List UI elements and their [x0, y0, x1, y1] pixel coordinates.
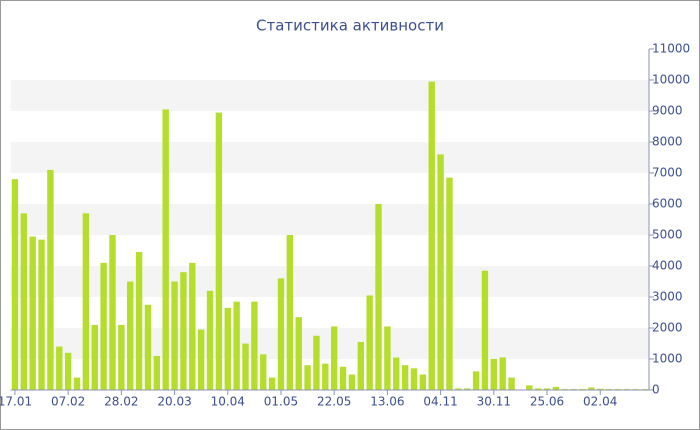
bar: [197, 329, 205, 390]
bar: [215, 112, 223, 391]
x-tick-label: 04.11: [423, 395, 457, 409]
bar: [153, 355, 161, 390]
bar: [393, 357, 400, 390]
x-tick-label: 28.02: [104, 395, 138, 409]
y-tick-label: 5000: [652, 228, 683, 242]
y-tick-label: 1000: [652, 352, 683, 366]
bar: [109, 235, 116, 390]
chart-title: Статистика активности: [256, 17, 444, 35]
bar: [455, 388, 462, 390]
y-tick-label: 4000: [652, 259, 683, 273]
bar: [180, 272, 187, 390]
bar: [251, 301, 258, 390]
bar: [135, 252, 143, 390]
bar: [339, 366, 347, 390]
x-tick-label: 01.05: [264, 395, 298, 409]
bar: [56, 346, 63, 390]
y-tick-label: 3000: [652, 290, 683, 304]
bar: [428, 81, 435, 391]
bar: [375, 204, 382, 390]
grid-band: [10, 204, 649, 235]
bar: [543, 388, 551, 390]
x-tick-label: 22.05: [317, 395, 351, 409]
x-tick-label: 02.04: [583, 395, 617, 409]
x-tick-label: 25.06: [530, 395, 564, 409]
bar: [357, 341, 364, 390]
bar: [29, 236, 36, 390]
bar: [384, 326, 391, 390]
bar: [100, 262, 107, 390]
grid-band: [10, 328, 649, 359]
bar: [499, 357, 506, 390]
grid-band: [10, 142, 649, 173]
y-tick-label: 8000: [652, 135, 683, 149]
bar: [20, 213, 27, 390]
x-tick-label: 07.02: [51, 395, 85, 409]
bar: [268, 377, 276, 390]
bar: [73, 377, 81, 390]
bar: [286, 235, 294, 390]
bar: [472, 371, 480, 390]
bar: [322, 363, 329, 390]
bar: [295, 317, 302, 390]
bar: [11, 179, 19, 390]
y-tick-label: 9000: [652, 104, 683, 118]
bar: [162, 109, 169, 390]
y-tick-label: 2000: [652, 321, 683, 335]
bar: [419, 374, 427, 390]
bar: [534, 388, 542, 390]
bar: [171, 281, 178, 390]
bar: [64, 352, 72, 390]
y-tick-label: 7000: [652, 166, 683, 180]
bar: [490, 359, 498, 390]
x-tick-label: 30.11: [477, 395, 511, 409]
bar: [481, 270, 489, 390]
bar: [526, 385, 533, 390]
bar: [348, 374, 356, 390]
bar: [38, 239, 45, 390]
y-tick-label: 0: [652, 383, 660, 397]
x-tick-label: 13.06: [370, 395, 404, 409]
bar: [260, 354, 267, 390]
bar: [224, 307, 231, 390]
bar: [597, 388, 604, 390]
bar: [277, 278, 285, 390]
x-tick-label: 20.03: [157, 395, 191, 409]
bar: [446, 177, 453, 390]
bar: [47, 169, 54, 390]
bar: [508, 377, 515, 390]
x-tick-label: 10.04: [211, 395, 245, 409]
bar: [464, 388, 471, 390]
x-tick-label: 17.01: [0, 395, 32, 409]
bar: [366, 295, 373, 390]
bar: [189, 262, 196, 390]
grid-band: [10, 266, 649, 297]
bar: [330, 326, 338, 390]
bar: [437, 154, 444, 390]
bar: [82, 213, 90, 390]
bar: [206, 290, 214, 390]
bar: [313, 335, 320, 390]
bar: [242, 343, 249, 390]
bar: [401, 365, 409, 390]
bar: [144, 304, 152, 390]
bar: [118, 324, 125, 390]
bar: [588, 387, 595, 390]
bar: [233, 301, 240, 390]
y-tick-label: 11000: [652, 42, 690, 56]
bar: [127, 281, 134, 390]
grid-band: [10, 80, 649, 111]
y-tick-label: 10000: [652, 73, 690, 87]
y-tick-label: 6000: [652, 197, 683, 211]
bar: [552, 386, 560, 390]
bar: [91, 324, 98, 390]
bar: [410, 368, 418, 390]
bar: [304, 365, 311, 390]
